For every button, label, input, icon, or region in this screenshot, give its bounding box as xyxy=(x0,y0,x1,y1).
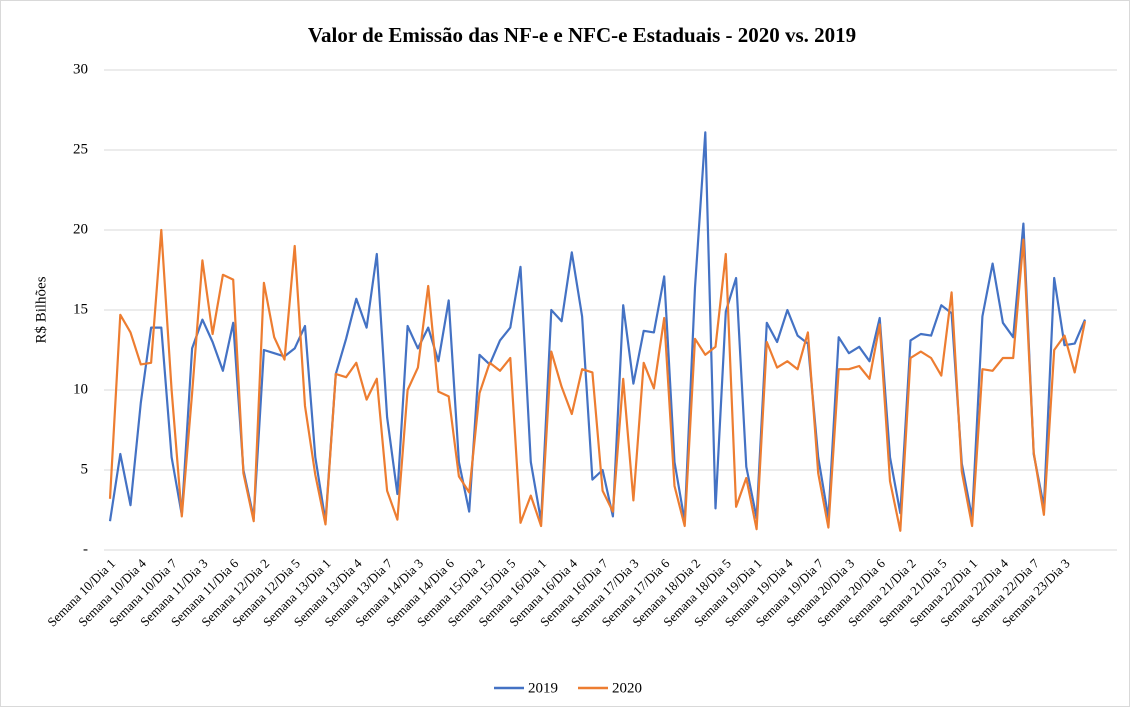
legend-label: 2020 xyxy=(612,680,642,696)
y-tick-label: 15 xyxy=(73,301,88,317)
y-axis-label: R$ Bilhões xyxy=(33,276,49,343)
chart-title: Valor de Emissão das NF-e e NFC-e Estadu… xyxy=(308,23,856,47)
y-tick-label: 10 xyxy=(73,381,88,397)
series-line xyxy=(108,131,1087,523)
y-tick-label: 20 xyxy=(73,221,88,237)
y-tick-label: 25 xyxy=(73,141,88,157)
y-tick-label: 30 xyxy=(73,61,88,77)
y-tick-label: 5 xyxy=(81,461,89,477)
legend-label: 2019 xyxy=(528,680,558,696)
series-line xyxy=(108,228,1087,532)
y-tick-label: - xyxy=(83,541,88,557)
